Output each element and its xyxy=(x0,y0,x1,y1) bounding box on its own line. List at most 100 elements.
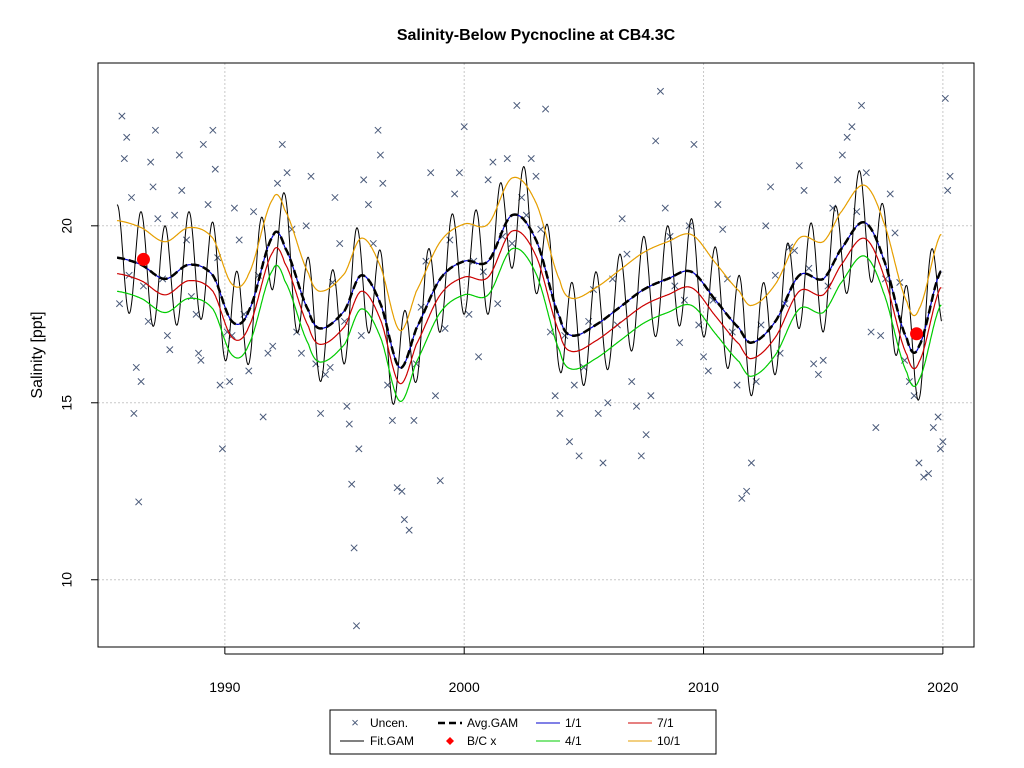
legend-avg-gam: Avg.GAM xyxy=(467,716,518,730)
chart-title: Salinity-Below Pycnocline at CB4.3C xyxy=(397,27,676,44)
uncen-point xyxy=(872,424,880,432)
uncen-point xyxy=(661,204,669,212)
uncen-point xyxy=(199,140,207,148)
uncen-point xyxy=(123,133,131,141)
uncen-point xyxy=(317,409,325,417)
uncen-point xyxy=(891,229,899,237)
uncen-point xyxy=(652,137,660,145)
uncen-point xyxy=(941,94,949,102)
uncen-point xyxy=(867,328,875,336)
uncen-point xyxy=(838,151,846,159)
uncen-point xyxy=(388,416,396,425)
uncen-point xyxy=(733,381,741,389)
y-tick-label: 10 xyxy=(59,572,75,588)
grid xyxy=(98,63,974,647)
uncen-point xyxy=(209,126,217,134)
uncen-point xyxy=(130,409,138,417)
uncen-point xyxy=(393,484,401,492)
uncen-point xyxy=(218,445,227,453)
uncen-point xyxy=(527,155,535,163)
uncen-point xyxy=(771,271,779,279)
uncen-point xyxy=(297,349,305,357)
uncen-point xyxy=(302,222,310,230)
uncen-point xyxy=(431,392,440,400)
uncen-point xyxy=(398,487,406,495)
uncen-point xyxy=(762,222,770,230)
uncen-point xyxy=(532,172,540,180)
uncen-point xyxy=(915,459,923,467)
uncen-point xyxy=(326,363,334,371)
uncen-point xyxy=(163,331,171,340)
uncen-point xyxy=(704,367,712,375)
uncen-point xyxy=(647,392,655,400)
uncen-point xyxy=(680,296,688,304)
uncen-point xyxy=(508,239,516,248)
uncen-point xyxy=(934,413,942,421)
uncen-point xyxy=(939,438,947,446)
uncen-point xyxy=(604,399,612,407)
uncen-point xyxy=(599,459,607,467)
uncen-point xyxy=(436,477,444,485)
uncen-point xyxy=(211,165,219,173)
uncen-point xyxy=(843,133,851,141)
plot-frame xyxy=(97,62,975,648)
uncen-point xyxy=(226,377,234,386)
uncen-point xyxy=(834,176,842,184)
uncen-point xyxy=(120,155,128,163)
bc-points xyxy=(136,252,924,341)
uncen-point xyxy=(144,317,152,325)
uncen-point xyxy=(235,236,243,244)
uncen-point xyxy=(283,169,291,177)
uncen-point xyxy=(376,151,384,159)
uncen-point xyxy=(699,353,708,361)
uncen-point xyxy=(738,494,746,502)
uncen-point xyxy=(594,409,602,417)
legend: × Uncen. Fit.GAM Avg.GAM B/C x 1/1 4/1 7… xyxy=(329,709,717,755)
uncen-point xyxy=(446,236,454,244)
legend-uncen: Uncen. xyxy=(370,716,408,730)
uncen-point xyxy=(503,155,511,163)
uncen-point xyxy=(719,225,727,233)
uncen-point xyxy=(465,310,473,318)
uncen-point xyxy=(537,225,545,233)
uncen-point xyxy=(154,215,162,223)
uncen-point xyxy=(178,186,186,194)
uncen-point xyxy=(204,201,212,209)
uncen-point xyxy=(379,179,387,187)
uncen-point xyxy=(886,190,894,198)
y-tick-label: 15 xyxy=(59,395,75,411)
uncen-point xyxy=(264,349,272,357)
fit-gam-line xyxy=(116,166,942,406)
uncen-point xyxy=(714,201,722,209)
uncen-point xyxy=(676,339,684,347)
uncen-point xyxy=(623,250,631,258)
uncen-point xyxy=(245,367,253,375)
uncen-point xyxy=(451,190,459,198)
uncen-point xyxy=(460,123,468,131)
uncen-point xyxy=(747,459,755,467)
uncen-point xyxy=(628,377,636,386)
q4-line xyxy=(116,247,942,402)
legend-bc-diamond-icon xyxy=(446,737,454,745)
uncen-point xyxy=(441,324,449,333)
uncen-point xyxy=(475,353,483,361)
uncen-point xyxy=(767,183,775,191)
uncen-point xyxy=(805,264,813,272)
bc-point xyxy=(136,252,150,266)
uncen-point xyxy=(494,300,502,308)
uncen-point xyxy=(551,392,559,400)
uncen-point xyxy=(357,331,365,340)
uncen-point xyxy=(336,239,344,248)
uncen-point xyxy=(632,402,641,410)
uncen-point xyxy=(556,409,564,417)
uncen-point xyxy=(565,438,574,446)
uncen-point xyxy=(345,420,353,428)
uncen-point xyxy=(819,356,827,364)
bc-point xyxy=(910,327,924,341)
uncen-point xyxy=(132,363,140,371)
uncen-point xyxy=(192,310,200,318)
y-axis: 10 15 20 xyxy=(59,218,98,588)
uncen-point xyxy=(800,186,808,194)
uncen-point xyxy=(489,158,497,166)
uncen-point xyxy=(513,101,521,110)
